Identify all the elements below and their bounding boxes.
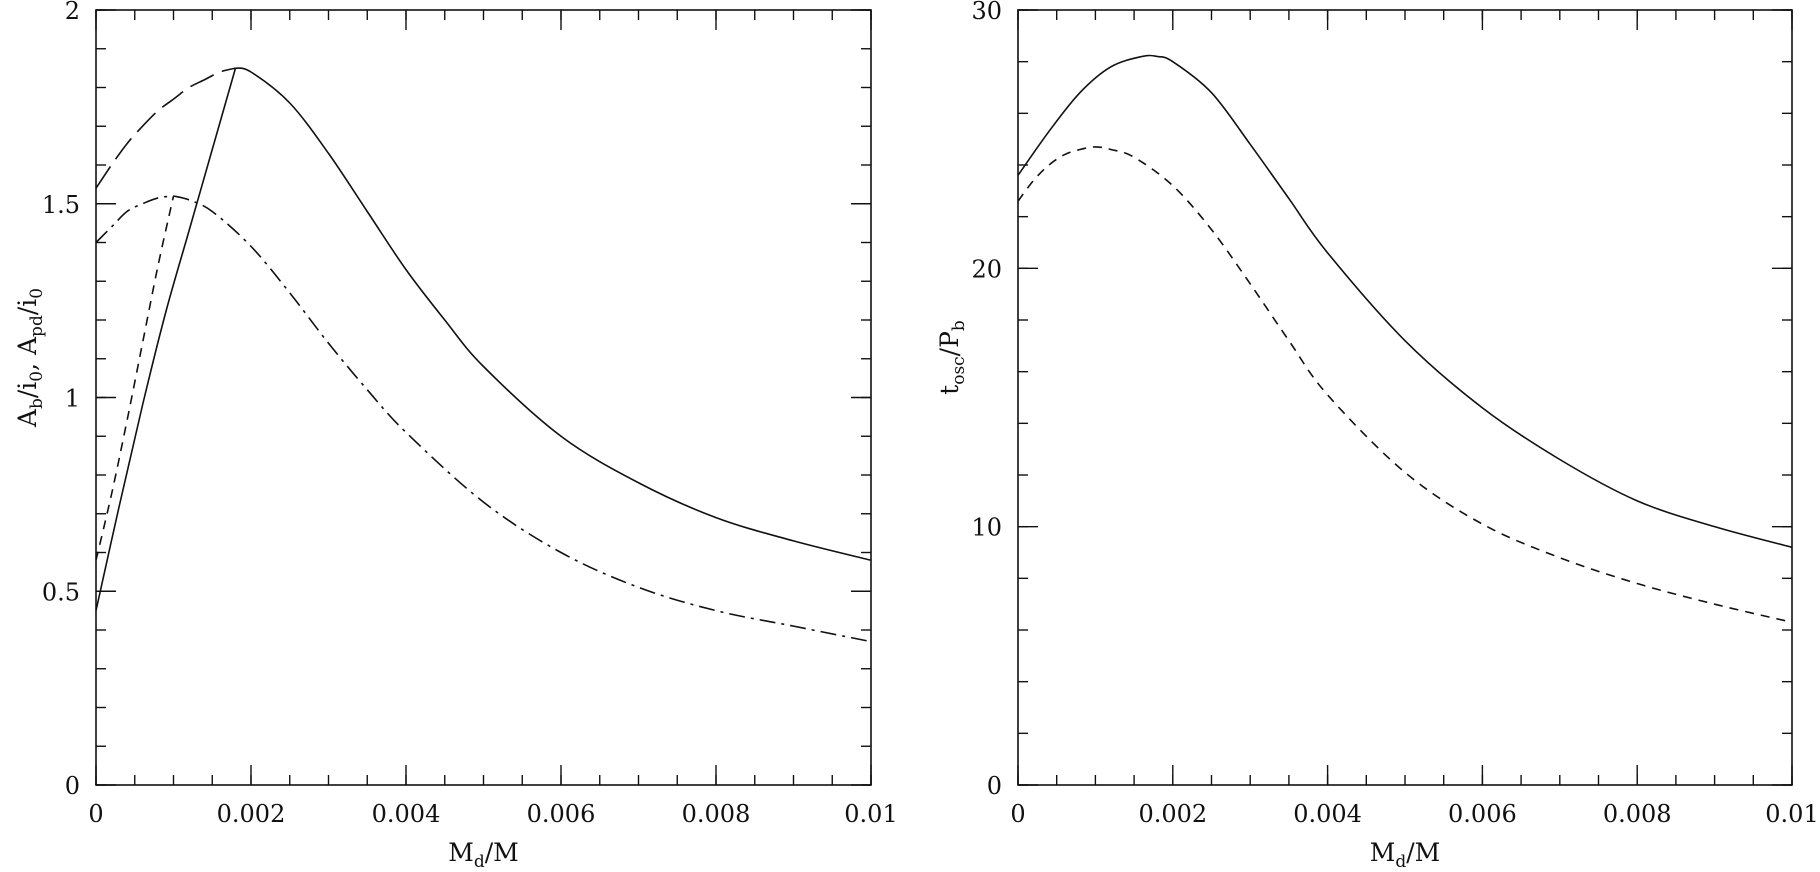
x-tick-label: 0 (88, 800, 103, 828)
x-tick-label: 0.002 (1138, 800, 1207, 828)
y-tick-label: 30 (971, 0, 1002, 25)
x-tick-label: 0.008 (1603, 800, 1672, 828)
plot-frame (1017, 9, 1793, 786)
series-dash-dot-curve-5 (173, 195, 872, 643)
series-long-dash-curve-0 (95, 67, 236, 189)
y-tick-label: 20 (971, 255, 1002, 283)
x-tick-label: 0 (1010, 800, 1025, 828)
y-axis-label: Ab/i0, Apd/i0 (13, 288, 47, 428)
x-tick-label: 0.006 (527, 800, 596, 828)
y-axis-label: tosc/Pb (935, 320, 969, 395)
y-tick-label: 10 (971, 514, 1002, 542)
x-tick-label: 0.008 (682, 800, 751, 828)
series-short-dash-curve-4 (95, 195, 175, 561)
x-axis-label: Md/M (1370, 838, 1441, 872)
series-solid-curve-1 (95, 67, 237, 611)
y-tick-label: 2 (65, 0, 80, 25)
series-dash-dot-curve-3 (95, 195, 174, 244)
x-tick-label: 0.002 (217, 800, 286, 828)
y-tick-label: 0.5 (42, 578, 80, 606)
plot-frame (95, 9, 872, 786)
x-tick-label: 0.004 (1293, 800, 1362, 828)
x-tick-label: 0.006 (1448, 800, 1517, 828)
left-panel: 0 0.002 0.004 0.006 0.008 0.01 0 0.5 1 1.5 2 Md/M Ab… (13, 0, 898, 872)
x-tick-label: 0.004 (372, 800, 441, 828)
x-tick-label: 0.01 (844, 800, 897, 828)
y-tick-label: 0 (987, 772, 1002, 800)
right-panel: 0 0.002 0.004 0.006 0.008 0.01 0 10 20 30 Md/M tosc… (935, 0, 1819, 872)
series-short-dash-curve-1 (1017, 146, 1793, 624)
x-tick-label: 0.01 (1765, 800, 1818, 828)
y-tick-label: 1.5 (42, 191, 80, 219)
series-solid-curve-0 (1017, 54, 1793, 549)
y-tick-label: 1 (65, 385, 80, 413)
series-solid-curve-2 (235, 67, 872, 562)
x-axis-label: Md/M (448, 838, 519, 872)
y-tick-label: 0 (65, 772, 80, 800)
